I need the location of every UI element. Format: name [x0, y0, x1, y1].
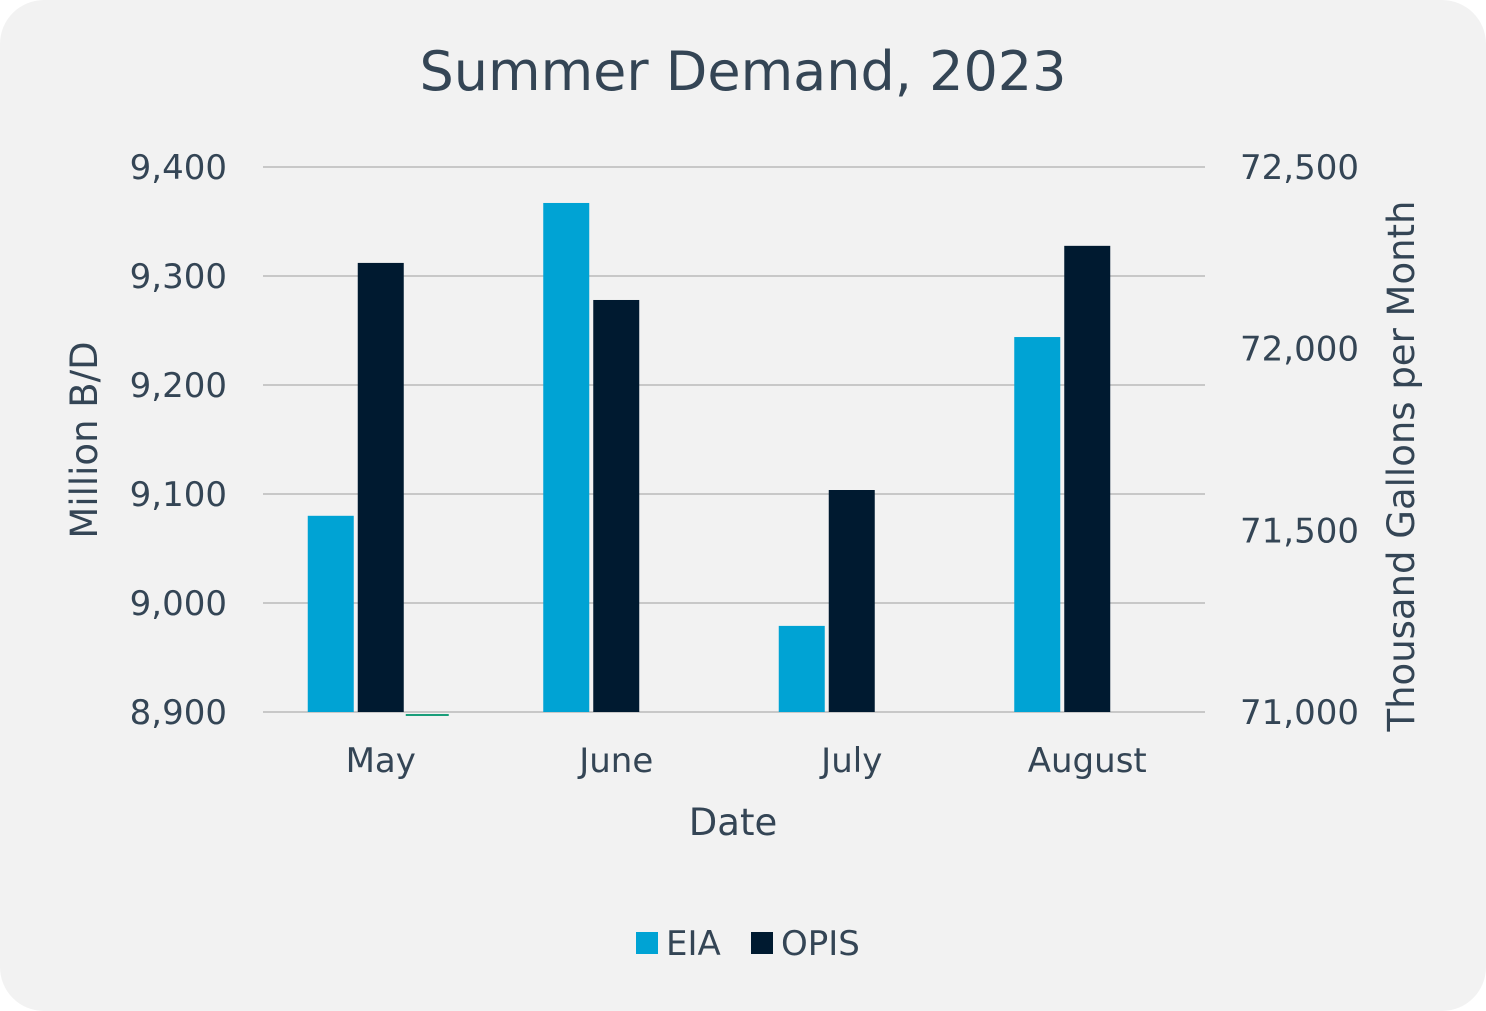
x-tick-label: August: [1028, 741, 1147, 781]
bars: [307, 202, 1111, 716]
gridlines: [263, 166, 1205, 713]
y2-axis-label: Thousand Gallons per Month: [1380, 200, 1423, 732]
legend-swatch-eia: [636, 932, 658, 954]
legend: EIA OPIS: [636, 924, 860, 964]
right-tick-label: 72,000: [1240, 330, 1359, 370]
legend-label-opis: OPIS: [781, 924, 860, 964]
bar-opis-may: [357, 262, 404, 712]
x-axis-label: Date: [689, 801, 777, 844]
chart-title: Summer Demand, 2023: [419, 40, 1066, 103]
x-axis-ticks: May June July August: [346, 741, 1147, 781]
legend-swatch-opis: [751, 932, 773, 954]
left-tick-label: 9,300: [130, 257, 227, 297]
bar-eia-may: [307, 515, 354, 712]
x-tick-label: July: [819, 741, 882, 781]
bar-eia-july: [778, 625, 825, 712]
right-tick-label: 72,500: [1240, 148, 1359, 188]
y-axis-label: Million B/D: [63, 341, 106, 538]
left-tick-label: 9,200: [130, 366, 227, 406]
right-tick-label: 71,000: [1240, 693, 1359, 733]
bar-opis-july: [828, 490, 875, 712]
bar-eia-august: [1014, 337, 1061, 712]
left-tick-label: 9,100: [130, 475, 227, 515]
x-tick-label: May: [346, 741, 416, 781]
left-tick-label: 8,900: [130, 693, 227, 733]
right-axis-ticks: 71,000 71,500 72,000 72,500: [1240, 148, 1359, 733]
left-tick-label: 9,000: [130, 584, 227, 624]
right-tick-label: 71,500: [1240, 511, 1359, 551]
legend-label-eia: EIA: [666, 924, 721, 964]
bar-eia-june: [543, 202, 590, 712]
x-tick-label: June: [577, 741, 653, 781]
left-axis-ticks: 8,900 9,000 9,100 9,200 9,300 9,400: [130, 148, 227, 733]
bar-opis-august: [1064, 245, 1111, 713]
bar-opis-june: [593, 299, 640, 712]
left-tick-label: 9,400: [130, 148, 227, 188]
